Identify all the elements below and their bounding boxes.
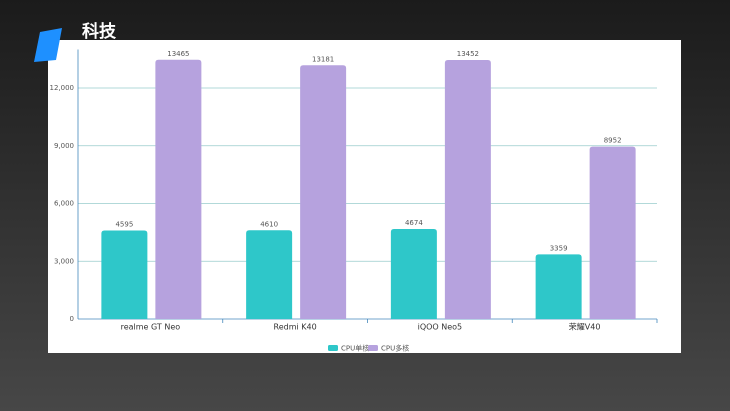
bar bbox=[246, 230, 293, 319]
x-tick-label: realme GT Neo bbox=[121, 323, 181, 332]
x-tick-label: iQOO Neo5 bbox=[418, 323, 463, 332]
bar bbox=[155, 59, 202, 319]
y-tick-label: 0 bbox=[70, 315, 74, 323]
legend-label: CPU多核 bbox=[381, 344, 409, 353]
bar bbox=[390, 229, 437, 319]
bar bbox=[101, 230, 148, 319]
x-tick-label: 荣耀V40 bbox=[569, 322, 601, 332]
data-label: 4610 bbox=[260, 220, 278, 228]
bar bbox=[589, 146, 636, 319]
bar bbox=[535, 254, 582, 319]
logo-text: 科技 bbox=[82, 21, 117, 42]
x-tick-label: Redmi K40 bbox=[274, 323, 317, 332]
legend-swatch bbox=[368, 345, 378, 351]
legend-swatch bbox=[328, 345, 338, 351]
y-tick-label: 6,000 bbox=[54, 200, 74, 208]
data-label: 8952 bbox=[604, 137, 622, 145]
data-label: 13181 bbox=[312, 55, 334, 63]
logo-icon bbox=[34, 28, 62, 62]
bar bbox=[300, 65, 347, 319]
data-label: 3359 bbox=[550, 244, 568, 252]
y-tick-label: 3,000 bbox=[54, 257, 74, 265]
y-tick-label: 12,000 bbox=[50, 84, 75, 92]
bar bbox=[444, 60, 491, 319]
legend-label: CPU单核 bbox=[341, 344, 369, 353]
data-label: 4595 bbox=[115, 221, 133, 229]
data-label: 13465 bbox=[167, 50, 189, 58]
data-label: 4674 bbox=[405, 219, 423, 227]
data-label: 13452 bbox=[457, 50, 479, 58]
y-tick-label: 9,000 bbox=[54, 142, 74, 150]
